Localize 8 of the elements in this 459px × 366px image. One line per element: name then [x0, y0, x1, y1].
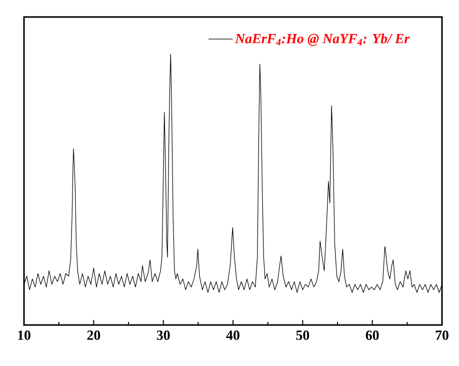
x-tick-label: 60	[366, 330, 379, 340]
x-tick-label: 30	[156, 330, 170, 340]
x-tick-label: 50	[296, 330, 310, 340]
x-tick-label: 40	[226, 330, 240, 340]
x-tick-label: 70	[436, 330, 448, 340]
x-tick-label: 20	[87, 330, 100, 340]
legend-label: NaErF$_{4}$:Ho @ NaYF$_{4}$: Yb/ Er	[234, 33, 410, 46]
x-tick-label: 10	[18, 330, 30, 340]
